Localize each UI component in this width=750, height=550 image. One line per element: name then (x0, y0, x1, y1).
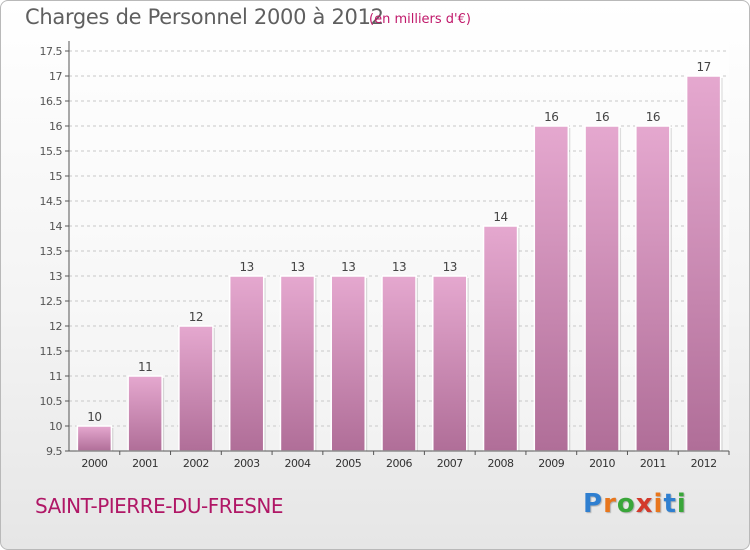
data-label: 14 (493, 210, 507, 224)
bar-2010[interactable] (584, 125, 620, 452)
logo-letter: P (583, 489, 604, 519)
bar-2008[interactable] (482, 225, 519, 452)
logo-letter: t (663, 489, 677, 519)
data-label: 13 (341, 260, 355, 274)
y-tick-label: 11 (49, 370, 62, 383)
chart-unit: (en milliers d'€) (369, 12, 471, 27)
x-tick-label: 2003 (234, 457, 260, 470)
data-label: 10 (87, 410, 101, 424)
x-tick-label: 2004 (284, 457, 310, 470)
commune-name: SAINT-PIERRE-DU-FRESNE (35, 494, 284, 518)
x-tick-label: 2012 (691, 457, 717, 470)
data-label: 13 (443, 260, 457, 274)
x-tick-label: 2008 (488, 457, 514, 470)
y-tick-label: 17 (49, 70, 62, 83)
bar-2000[interactable] (76, 425, 113, 452)
x-tick-label: 2009 (538, 457, 564, 470)
bar-2007[interactable] (432, 275, 468, 452)
data-label: 17 (696, 60, 710, 74)
data-label: 16 (595, 110, 609, 124)
data-label: 16 (646, 110, 660, 124)
logo-letter: o (616, 489, 636, 519)
bar-2001[interactable] (127, 375, 163, 452)
y-tick-label: 13 (49, 270, 62, 283)
data-label: 13 (290, 260, 304, 274)
y-tick-label: 12.5 (40, 295, 63, 308)
logo-letter: r (603, 489, 617, 519)
x-tick-label: 2005 (335, 457, 361, 470)
logo-letter: i (676, 489, 687, 519)
bar-2005[interactable] (330, 275, 366, 452)
x-tick-label: 2007 (437, 457, 463, 470)
bar-2009[interactable] (533, 125, 570, 452)
x-tick-label: 2011 (640, 457, 666, 470)
x-tick-label: 2002 (183, 457, 209, 470)
y-tick-label: 15 (49, 170, 62, 183)
data-label: 11 (138, 360, 152, 374)
x-tick-label: 2001 (132, 457, 158, 470)
bar-2004[interactable] (279, 275, 316, 452)
data-label: 16 (544, 110, 558, 124)
data-label: 13 (392, 260, 406, 274)
y-tick-label: 15.5 (40, 145, 63, 158)
y-tick-label: 10.5 (40, 395, 63, 408)
logo-letter: i (653, 489, 664, 519)
bar-2006[interactable] (381, 275, 417, 452)
bar-2012[interactable] (685, 75, 722, 452)
y-tick-label: 14 (49, 220, 62, 233)
proxiti-logo[interactable]: Proxiti (583, 489, 687, 519)
y-tick-label: 11.5 (40, 345, 63, 358)
data-label: 13 (240, 260, 254, 274)
chart-title: Charges de Personnel 2000 à 2012 (25, 5, 384, 29)
y-tick-label: 16 (49, 120, 62, 133)
x-tick-label: 2000 (81, 457, 107, 470)
logo-letter: x (635, 489, 654, 519)
y-tick-label: 13.5 (40, 245, 63, 258)
bar-2002[interactable] (178, 325, 214, 452)
y-tick-label: 14.5 (40, 195, 63, 208)
bar-2003[interactable] (228, 275, 265, 452)
x-tick-label: 2006 (386, 457, 412, 470)
y-tick-label: 10 (49, 420, 62, 433)
x-tick-label: 2010 (589, 457, 615, 470)
y-tick-label: 17.5 (40, 45, 63, 58)
y-tick-label: 12 (49, 320, 62, 333)
y-tick-label: 9.5 (46, 445, 62, 458)
bar-2011[interactable] (635, 125, 671, 452)
y-tick-label: 16.5 (40, 95, 63, 108)
data-label: 12 (189, 310, 203, 324)
